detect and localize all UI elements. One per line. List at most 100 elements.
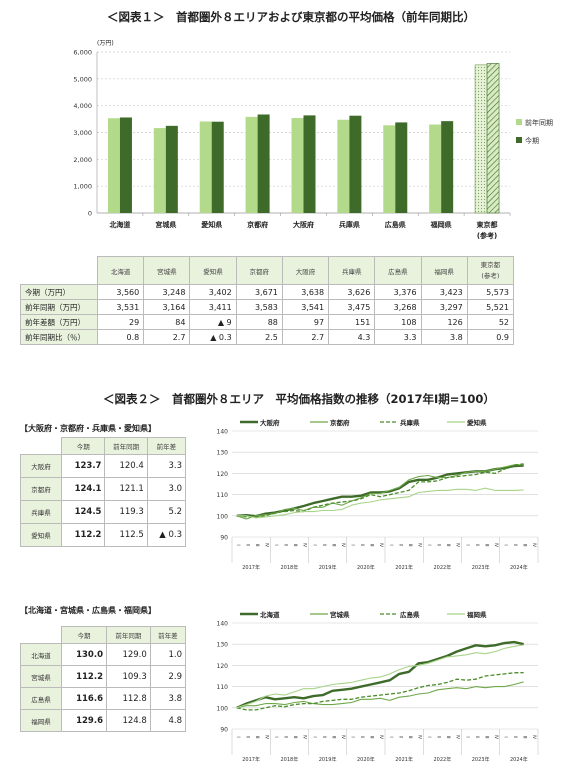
table-cell: 3,402 <box>189 284 237 300</box>
table-cell: 0.8 <box>96 329 145 345</box>
table-row: 広島県 116.6 112.8 3.8 <box>20 687 187 710</box>
table-cell: 3,423 <box>420 284 468 300</box>
table-corner <box>20 626 62 644</box>
x-quarter-label: Ⅰ <box>350 544 356 545</box>
series-line-2 <box>236 463 524 518</box>
bar-curr <box>441 121 454 213</box>
table-cell: 151 <box>328 314 376 330</box>
row-label: 兵庫県 <box>20 500 62 524</box>
legend-label: 宮城県 <box>330 610 350 619</box>
row-label: 北海道 <box>20 643 62 666</box>
table-cell: 3,248 <box>143 284 191 300</box>
table-cell: 112.5 <box>104 523 148 547</box>
x-quarter-label: Ⅱ <box>359 544 365 546</box>
x-year-label: 2023年 <box>472 564 490 571</box>
x-year-label: 2024年 <box>510 756 528 763</box>
y-tick-label: 110 <box>217 684 229 691</box>
x-quarter-label: Ⅰ <box>464 544 470 545</box>
table-cell: 3,560 <box>96 284 145 300</box>
x-quarter-label: Ⅳ <box>493 543 499 548</box>
table-cell: 3,164 <box>143 299 191 315</box>
table-corner <box>20 437 62 455</box>
figure1-title: ＜図表１＞ 首都圏外８エリアおよび東京都の平均価格（前年同期比） <box>107 10 475 24</box>
y-tick-label: 1,000 <box>73 183 92 191</box>
table-cell: 3,671 <box>235 284 283 300</box>
col-header: 北海道 <box>96 256 145 285</box>
legend-label: 京都府 <box>330 418 350 427</box>
y-tick-label: 6,000 <box>73 49 92 57</box>
table-cell: 109.3 <box>105 665 151 688</box>
table-cell: 3,541 <box>281 299 330 315</box>
row-label: 前年同期比（％） <box>20 329 98 345</box>
col-header: 今期 <box>60 437 106 455</box>
table-cell: 2.9 <box>149 665 187 688</box>
x-tick-label: 福岡県 <box>430 220 452 229</box>
col-header: 今期 <box>61 626 107 644</box>
bar-prev <box>337 119 350 213</box>
table-cell: 123.7 <box>60 454 106 478</box>
table-row: 今期（万円） 3,560 3,248 3,402 3,671 3,638 3,6… <box>20 284 515 300</box>
y-tick-label: 130 <box>217 450 229 457</box>
table-cell: 0.9 <box>466 329 515 345</box>
bar-curr <box>257 114 270 213</box>
row-label: 大阪府 <box>20 454 62 478</box>
x-quarter-label: Ⅳ <box>493 735 499 740</box>
x-year-label: 2019年 <box>319 756 337 763</box>
x-quarter-label: Ⅱ <box>397 736 403 738</box>
y-tick-label: 120 <box>217 663 229 670</box>
row-label: 愛知県 <box>20 523 62 547</box>
x-quarter-label: Ⅰ <box>235 544 241 545</box>
bar-prev <box>291 117 304 213</box>
table-cell: 124.8 <box>105 709 151 732</box>
x-quarter-label: Ⅲ <box>254 543 260 546</box>
y-tick-label: 100 <box>217 513 229 520</box>
x-quarter-label: Ⅰ <box>273 736 279 737</box>
bar-curr <box>211 121 224 213</box>
row-label: 宮城県 <box>20 665 62 688</box>
table-cell: 29 <box>96 314 145 330</box>
bar-prev <box>245 116 258 213</box>
legend-label-curr: 今期 <box>525 136 539 145</box>
x-quarter-label: Ⅳ <box>416 543 422 548</box>
x-year-label: 2018年 <box>281 756 299 763</box>
x-quarter-label: Ⅳ <box>531 543 537 548</box>
table-cell: 88 <box>235 314 283 330</box>
table-cell: 3,583 <box>235 299 283 315</box>
x-quarter-label: Ⅳ <box>416 735 422 740</box>
x-year-label: 2022年 <box>434 564 452 571</box>
table-row: 愛知県 112.2 112.5 ▲ 0.3 <box>20 523 187 547</box>
table-cell: 3,531 <box>96 299 145 315</box>
x-year-label: 2022年 <box>434 756 452 763</box>
x-quarter-label: Ⅰ <box>464 736 470 737</box>
col-header: 広島県 <box>374 256 422 285</box>
x-quarter-label: Ⅰ <box>311 544 317 545</box>
table-cell: 124.5 <box>60 500 106 524</box>
table-cell: 3,297 <box>420 299 468 315</box>
x-tick-sublabel: (参考) <box>477 231 497 240</box>
x-quarter-label: Ⅱ <box>244 736 250 738</box>
table-cell: 3,411 <box>189 299 237 315</box>
y-tick-label: 130 <box>217 642 229 649</box>
y-tick-label: 5,000 <box>73 75 92 83</box>
x-year-label: 2017年 <box>242 756 260 763</box>
x-quarter-label: Ⅱ <box>359 736 365 738</box>
legend-swatch-curr <box>516 137 522 143</box>
row-label: 前年差額（万円） <box>20 314 98 330</box>
table-cell: 126 <box>420 314 468 330</box>
x-quarter-label: Ⅱ <box>283 736 289 738</box>
table-cell: 52 <box>466 314 515 330</box>
y-tick-label: 4,000 <box>73 102 92 110</box>
col-header: 宮城県 <box>143 256 191 285</box>
table-cell: 97 <box>281 314 330 330</box>
x-quarter-label: Ⅰ <box>350 736 356 737</box>
bar-prev <box>107 118 120 213</box>
x-quarter-label: Ⅱ <box>512 736 518 738</box>
series-line-0 <box>236 640 524 709</box>
x-quarter-label: Ⅳ <box>378 543 384 548</box>
x-quarter-label: Ⅱ <box>244 544 250 546</box>
table-cell: 2.7 <box>143 329 191 345</box>
table-cell: 4.8 <box>149 709 187 732</box>
x-tick-label: 愛知県 <box>201 220 222 229</box>
x-year-label: 2024年 <box>510 564 528 571</box>
